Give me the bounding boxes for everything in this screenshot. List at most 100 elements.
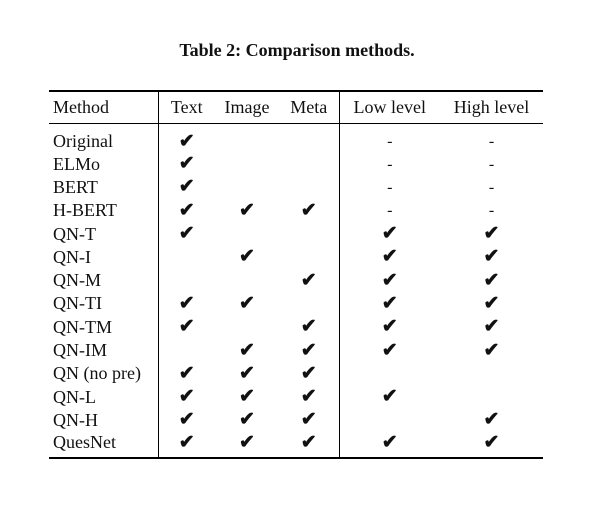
checkmark-cell-image: ✔ <box>239 409 255 431</box>
checkmark-cell-meta: ✔ <box>300 199 317 221</box>
cell-image: ✔ <box>215 292 279 315</box>
method-name: H-BERT <box>49 198 159 222</box>
method-name: QN-M <box>49 268 159 292</box>
checkmark-cell-low-level: ✔ <box>381 223 398 245</box>
cell-text <box>158 268 215 291</box>
checkmark-cell-text: ✔ <box>178 176 195 198</box>
checkmark-cell-high-level: ✔ <box>483 269 500 291</box>
checkmark-cell-meta: ✔ <box>300 362 317 384</box>
dash-cell-low-level: - <box>387 178 393 196</box>
checkmark-cell-low-level: ✔ <box>381 246 398 268</box>
cell-text <box>158 245 215 268</box>
header-method: Method <box>49 90 159 124</box>
cell-low-level: ✔ <box>339 245 440 268</box>
checkmark-cell-meta: ✔ <box>300 339 317 361</box>
checkmark-cell-text: ✔ <box>178 223 195 245</box>
cell-low-level: ✔ <box>339 431 440 459</box>
cell-text: ✔ <box>158 222 215 245</box>
cell-low-level: ✔ <box>339 385 440 408</box>
cell-high-level: - <box>440 175 543 198</box>
checkmark-cell-text: ✔ <box>178 292 195 314</box>
cell-low-level: ✔ <box>339 338 440 361</box>
cell-high-level <box>440 385 543 408</box>
cell-high-level: - <box>440 199 543 222</box>
method-name: QN-T <box>49 221 159 246</box>
header-image: Image <box>215 90 279 124</box>
table-row: QN-TM ✔ ✔ ✔ ✔ <box>49 315 543 339</box>
cell-high-level: ✔ <box>440 268 543 291</box>
header-high-level: High level <box>440 90 543 124</box>
table-row: QN-IM ✔ ✔ ✔ ✔ <box>49 338 543 362</box>
cell-image <box>215 175 279 198</box>
checkmark-cell-text: ✔ <box>178 153 195 175</box>
dash-cell-low-level: - <box>387 133 393 150</box>
method-name: BERT <box>49 175 159 199</box>
method-name: QN (no pre) <box>49 361 159 385</box>
cell-text: ✔ <box>158 408 215 431</box>
cell-meta: ✔ <box>279 431 340 459</box>
cell-image: ✔ <box>215 245 279 268</box>
checkmark-cell-high-level: ✔ <box>483 409 500 431</box>
method-name: ELMo <box>49 152 159 176</box>
method-name: QN-IM <box>49 338 159 362</box>
method-name: QN-TI <box>49 291 159 316</box>
cell-image: ✔ <box>215 408 279 431</box>
cell-image: ✔ <box>215 431 279 459</box>
cell-low-level: ✔ <box>339 292 440 315</box>
cell-low-level: ✔ <box>339 222 440 245</box>
table-row: ELMo ✔ - - <box>49 152 543 176</box>
method-name: QN-L <box>49 384 159 409</box>
cell-text <box>158 338 215 361</box>
checkmark-cell-image: ✔ <box>239 199 255 221</box>
cell-text: ✔ <box>158 315 215 338</box>
table-row: QN-I ✔ ✔ ✔ <box>49 245 543 269</box>
checkmark-cell-text: ✔ <box>178 409 195 431</box>
checkmark-cell-meta: ✔ <box>300 431 317 453</box>
checkmark-cell-low-level: ✔ <box>381 269 398 291</box>
cell-meta: ✔ <box>279 408 340 432</box>
cell-low-level: - <box>339 199 440 222</box>
checkmark-cell-image: ✔ <box>239 386 255 408</box>
checkmark-cell-text: ✔ <box>178 316 195 338</box>
table-row: BERT ✔ - - <box>49 175 543 199</box>
cell-image: ✔ <box>215 199 279 222</box>
dash-cell-low-level: - <box>387 202 393 220</box>
cell-high-level: ✔ <box>440 222 543 245</box>
header-text: Text <box>158 90 215 124</box>
table-row: QN-L ✔ ✔ ✔ ✔ <box>49 384 543 409</box>
checkmark-cell-high-level: ✔ <box>483 292 500 314</box>
cell-text: ✔ <box>158 431 215 459</box>
table-row: QuesNet ✔ ✔ ✔ ✔ ✔ <box>49 431 543 459</box>
checkmark-cell-high-level: ✔ <box>483 246 500 268</box>
cell-low-level: - <box>339 152 440 175</box>
checkmark-cell-low-level: ✔ <box>381 316 398 338</box>
dash-cell-high-level: - <box>488 155 495 173</box>
checkmark-cell-text: ✔ <box>178 431 195 453</box>
cell-text: ✔ <box>158 292 215 315</box>
checkmark-cell-image: ✔ <box>239 362 255 384</box>
cell-text: ✔ <box>158 175 215 198</box>
checkmark-cell-text: ✔ <box>178 199 195 221</box>
header-meta: Meta <box>279 90 340 124</box>
cell-text: ✔ <box>158 362 215 385</box>
table-body: Original ✔ - - ELMo ✔ - - BERT ✔ - - H-BERT ✔ ✔ ✔ - - QN-T… <box>49 123 543 459</box>
checkmark-cell-low-level: ✔ <box>381 386 398 408</box>
cell-image: ✔ <box>215 385 279 408</box>
cell-high-level: ✔ <box>440 245 543 268</box>
method-name: QuesNet <box>49 431 159 459</box>
cell-meta: ✔ <box>279 361 340 385</box>
checkmark-cell-text: ✔ <box>178 362 195 384</box>
cell-meta <box>279 221 340 246</box>
method-name: QN-I <box>49 245 159 269</box>
cell-high-level: - <box>440 152 543 175</box>
checkmark-cell-image: ✔ <box>239 339 255 361</box>
cell-high-level: ✔ <box>440 338 543 361</box>
cell-high-level: ✔ <box>440 292 543 315</box>
table-header-row: Method Text Image Meta Low level High le… <box>49 90 543 124</box>
comparison-table: Method Text Image Meta Low level High le… <box>49 90 543 459</box>
dash-cell-high-level: - <box>488 133 495 150</box>
cell-high-level <box>440 362 543 385</box>
checkmark-cell-high-level: ✔ <box>483 316 500 338</box>
cell-high-level: ✔ <box>440 408 543 431</box>
cell-meta <box>279 123 340 152</box>
